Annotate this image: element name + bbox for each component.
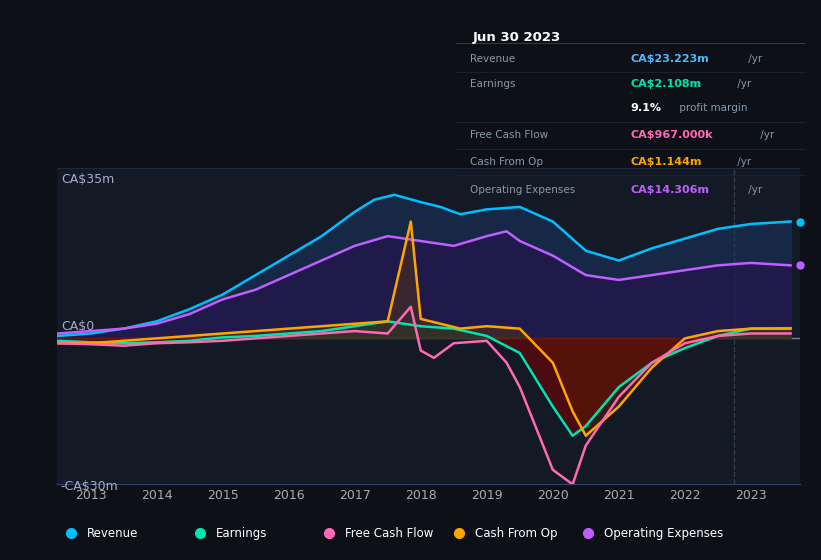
Text: CA$23.223m: CA$23.223m bbox=[631, 54, 709, 64]
Text: Operating Expenses: Operating Expenses bbox=[470, 185, 575, 195]
Text: CA$1.144m: CA$1.144m bbox=[631, 157, 702, 167]
Text: Cash From Op: Cash From Op bbox=[475, 527, 557, 540]
Text: Earnings: Earnings bbox=[470, 79, 515, 89]
Text: /yr: /yr bbox=[734, 79, 751, 89]
Text: Jun 30 2023: Jun 30 2023 bbox=[473, 31, 562, 44]
Text: CA$2.108m: CA$2.108m bbox=[631, 79, 701, 89]
Text: Earnings: Earnings bbox=[216, 527, 268, 540]
Text: 9.1%: 9.1% bbox=[631, 103, 661, 113]
Text: Operating Expenses: Operating Expenses bbox=[604, 527, 723, 540]
Text: -CA$30m: -CA$30m bbox=[61, 479, 118, 493]
Text: profit margin: profit margin bbox=[677, 103, 748, 113]
Text: Free Cash Flow: Free Cash Flow bbox=[470, 130, 548, 141]
Text: /yr: /yr bbox=[745, 54, 763, 64]
Text: /yr: /yr bbox=[757, 130, 774, 141]
Text: CA$0: CA$0 bbox=[61, 320, 94, 333]
Text: CA$35m: CA$35m bbox=[61, 173, 114, 186]
Text: Cash From Op: Cash From Op bbox=[470, 157, 543, 167]
Text: Free Cash Flow: Free Cash Flow bbox=[346, 527, 433, 540]
Text: Revenue: Revenue bbox=[87, 527, 138, 540]
Text: /yr: /yr bbox=[734, 157, 751, 167]
Text: Revenue: Revenue bbox=[470, 54, 515, 64]
Text: /yr: /yr bbox=[745, 185, 763, 195]
Text: CA$14.306m: CA$14.306m bbox=[631, 185, 709, 195]
Text: CA$967.000k: CA$967.000k bbox=[631, 130, 713, 141]
